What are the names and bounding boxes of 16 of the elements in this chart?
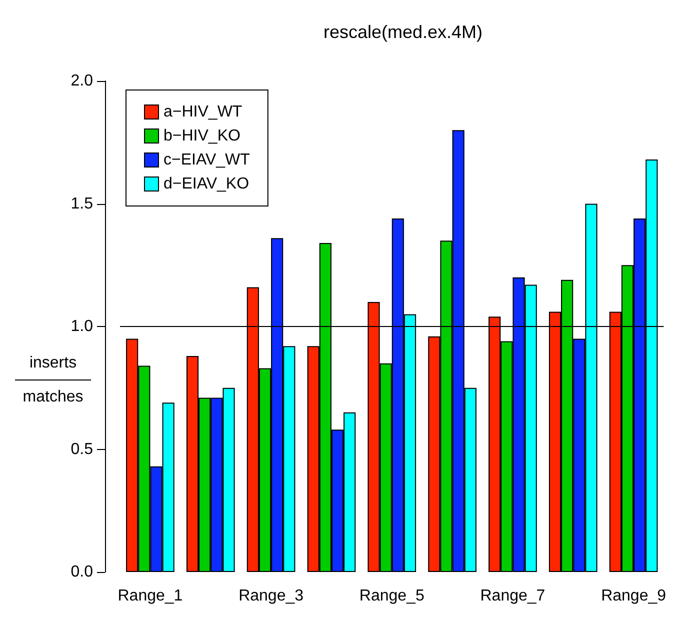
y-tick-label: 0.0 bbox=[70, 564, 94, 580]
x-tick-label: Range_9 bbox=[601, 588, 666, 604]
x-tick-label: Range_5 bbox=[359, 588, 424, 604]
legend-label: a−HIV_WT bbox=[164, 104, 242, 120]
x-tick-label: Range_7 bbox=[480, 588, 546, 604]
y-tick-label: 1.0 bbox=[70, 318, 94, 335]
legend-label: c−EIAV_WT bbox=[164, 152, 250, 168]
x-tick-label: Range_3 bbox=[238, 588, 304, 604]
legend-label: d−EIAV_KO bbox=[164, 176, 250, 192]
legend-label: b−HIV_KO bbox=[164, 128, 240, 144]
y-tick-label: 1.5 bbox=[70, 195, 94, 212]
y-axis-title: inserts matches bbox=[22, 354, 84, 406]
y-tick-label: 0.5 bbox=[70, 440, 94, 458]
chart-title: rescale(med.ex.4M) bbox=[323, 22, 483, 42]
y-tick-label: 2.0 bbox=[70, 72, 94, 90]
x-tick-label: Range_1 bbox=[118, 588, 183, 604]
